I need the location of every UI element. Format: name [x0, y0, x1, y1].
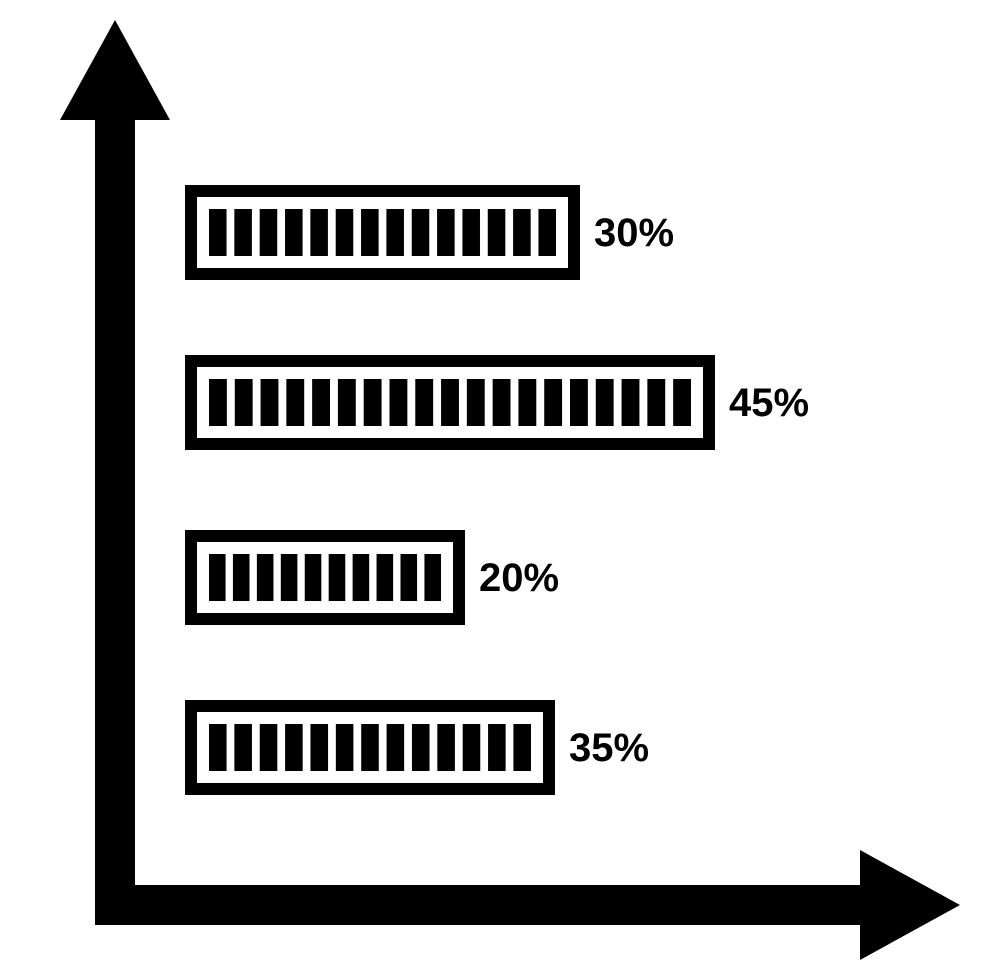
bar-value-label: 45%	[729, 381, 809, 426]
x-axis	[95, 885, 900, 925]
chart-bar	[185, 355, 715, 450]
chart-bar	[185, 700, 555, 795]
bar-value-label: 30%	[594, 211, 674, 256]
x-axis-arrow-icon	[860, 850, 960, 960]
bar-value-label: 35%	[569, 726, 649, 771]
chart-canvas	[0, 0, 1001, 980]
bar-value-label: 20%	[479, 556, 559, 601]
horizontal-bar-chart: 30% 45% 20% 35%	[0, 0, 1001, 980]
y-axis	[95, 80, 135, 925]
chart-bar	[185, 185, 580, 280]
chart-bar	[185, 530, 465, 625]
y-axis-arrow-icon	[60, 20, 170, 120]
